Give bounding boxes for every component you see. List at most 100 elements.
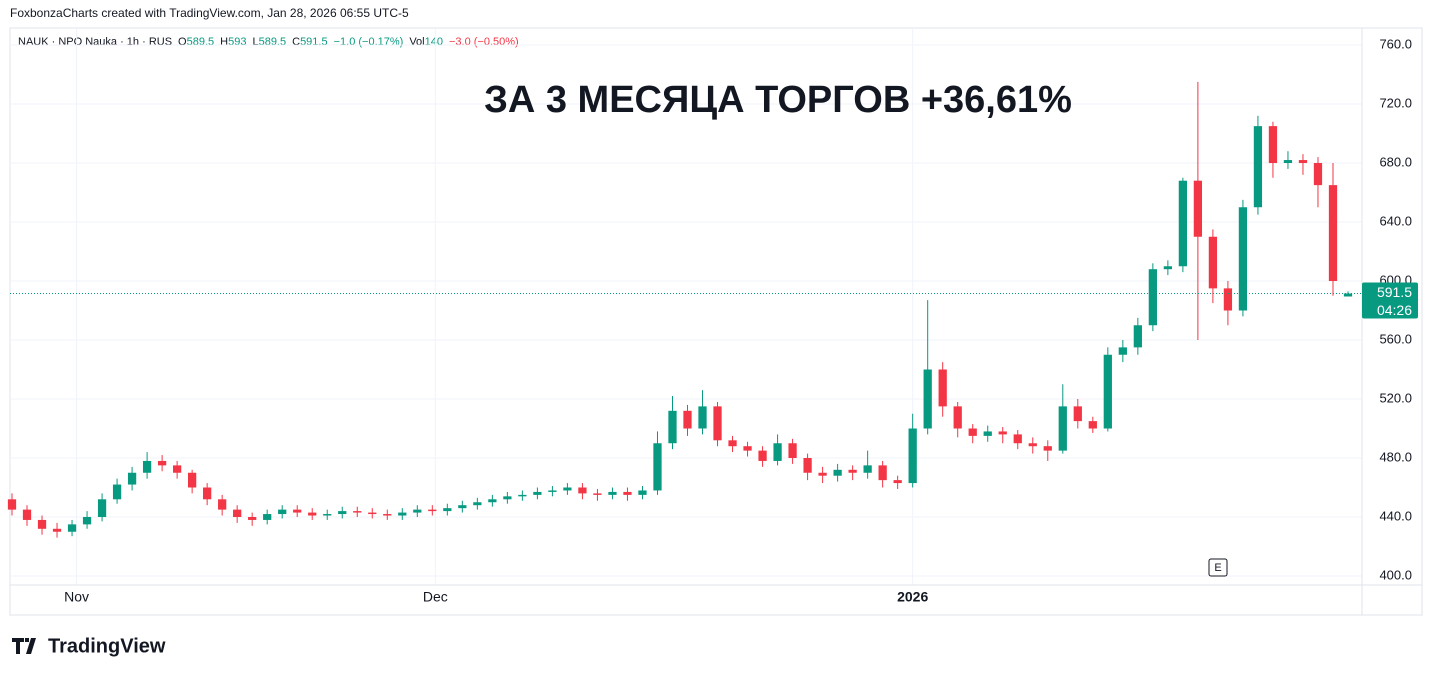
candle-body xyxy=(653,443,662,491)
candle-body xyxy=(638,490,647,495)
grid xyxy=(10,28,1362,585)
candle-body xyxy=(413,509,422,513)
candle-body xyxy=(37,519,47,529)
candle-body xyxy=(7,499,17,510)
candle-body xyxy=(713,406,722,441)
axes: 400.0440.0480.0520.0560.0600.0640.0680.0… xyxy=(10,28,1422,615)
candle-body xyxy=(1028,443,1037,447)
candle-body xyxy=(218,499,227,510)
candle-body xyxy=(1058,406,1067,451)
y-tick-label: 480.0 xyxy=(1379,449,1412,464)
candle-body xyxy=(848,469,857,473)
candle-body xyxy=(1148,269,1157,326)
candle-body xyxy=(1193,180,1203,237)
y-tick-label: 560.0 xyxy=(1379,331,1412,346)
candle-body xyxy=(968,428,977,436)
candle-body xyxy=(863,465,872,473)
candle-body xyxy=(833,469,842,476)
candle-body xyxy=(563,487,572,491)
candle-body xyxy=(1118,347,1127,355)
price-label: 591.5 xyxy=(1377,284,1412,300)
candle-body xyxy=(308,512,317,516)
candle-body xyxy=(698,406,707,429)
candle-body xyxy=(773,443,782,461)
candle-body xyxy=(668,410,677,444)
candle-body xyxy=(1133,325,1142,348)
candle-body xyxy=(533,491,542,495)
candle-body xyxy=(1043,446,1052,451)
candle-body xyxy=(1313,163,1323,186)
candle-body xyxy=(908,428,917,484)
candle-body xyxy=(923,369,932,429)
y-tick-label: 720.0 xyxy=(1379,95,1412,110)
candle-body xyxy=(203,487,212,500)
candle-body xyxy=(473,502,482,506)
candle-body xyxy=(428,509,437,512)
candle-body xyxy=(728,440,737,447)
y-tick-label: 440.0 xyxy=(1379,508,1412,523)
candle-body xyxy=(1328,185,1338,281)
candle-body xyxy=(443,508,452,512)
candle-body xyxy=(263,514,272,520)
legend: NAUK · NPO Nauka · 1h · RUS O589.5 H593 L58… xyxy=(18,36,519,48)
y-tick-label: 400.0 xyxy=(1379,567,1412,582)
candle-body xyxy=(1073,406,1082,422)
candle-body xyxy=(893,480,902,484)
candle-body xyxy=(172,465,182,473)
countdown: 04:26 xyxy=(1377,302,1412,318)
y-tick-label: 680.0 xyxy=(1379,154,1412,169)
candle-body xyxy=(368,512,377,515)
legend-l: L xyxy=(252,36,258,48)
candle-body xyxy=(142,460,152,473)
x-tick-label: Nov xyxy=(64,589,89,605)
price-label-box xyxy=(1362,282,1418,319)
legend-o: O xyxy=(178,36,187,48)
candle-body xyxy=(1088,421,1097,429)
annotation-title: ЗА 3 МЕСЯЦА ТОРГОВ +36,61% xyxy=(484,79,1072,121)
candle-body xyxy=(548,490,557,492)
candle-body xyxy=(818,472,827,476)
candle-body xyxy=(383,514,392,516)
candle-body xyxy=(788,443,797,458)
candle-body xyxy=(1163,266,1172,270)
y-tick-label: 760.0 xyxy=(1379,36,1412,51)
candle-body xyxy=(157,460,167,466)
candle-body xyxy=(938,369,947,407)
candle-body xyxy=(578,487,587,494)
candle-body xyxy=(353,511,362,513)
legend-symbol: NAUK · NPO Nauka · 1h · RUS xyxy=(18,36,172,48)
y-tick-label: 520.0 xyxy=(1379,390,1412,405)
legend-h-value: 593 xyxy=(228,36,246,48)
legend-vol: Vol xyxy=(409,36,424,48)
candle-body xyxy=(248,517,257,520)
legend-change: −1.0 (−0.17%) xyxy=(334,36,404,48)
candle-body xyxy=(503,496,512,500)
legend-vol-change: −3.0 (−0.50%) xyxy=(449,36,519,48)
candle-body xyxy=(458,505,467,509)
brand-name: TradingView xyxy=(48,635,166,657)
candle-body xyxy=(683,410,692,429)
candle-body xyxy=(22,509,32,520)
candle-body xyxy=(1103,354,1112,429)
candle-body xyxy=(743,446,752,451)
candle-body xyxy=(112,484,122,500)
chart-frame xyxy=(9,27,1423,616)
candle-body xyxy=(608,491,617,495)
legend-c: C xyxy=(292,36,300,48)
candle-body xyxy=(398,512,407,516)
x-tick-label: Dec xyxy=(423,589,448,605)
candle-body xyxy=(278,509,287,515)
candle-body xyxy=(188,472,197,488)
candle-body xyxy=(623,491,632,495)
legend-vol-value: 140 xyxy=(425,36,443,48)
candle-body xyxy=(1253,126,1263,208)
header: FoxbonzaCharts created with TradingView.… xyxy=(10,6,409,20)
candle-body xyxy=(878,465,887,481)
candle-body xyxy=(1238,207,1248,311)
event-marker: E xyxy=(1214,562,1221,574)
candle-body xyxy=(953,406,962,429)
candle-body xyxy=(758,450,767,461)
candle-body xyxy=(1343,293,1353,297)
candle-body xyxy=(97,499,107,517)
